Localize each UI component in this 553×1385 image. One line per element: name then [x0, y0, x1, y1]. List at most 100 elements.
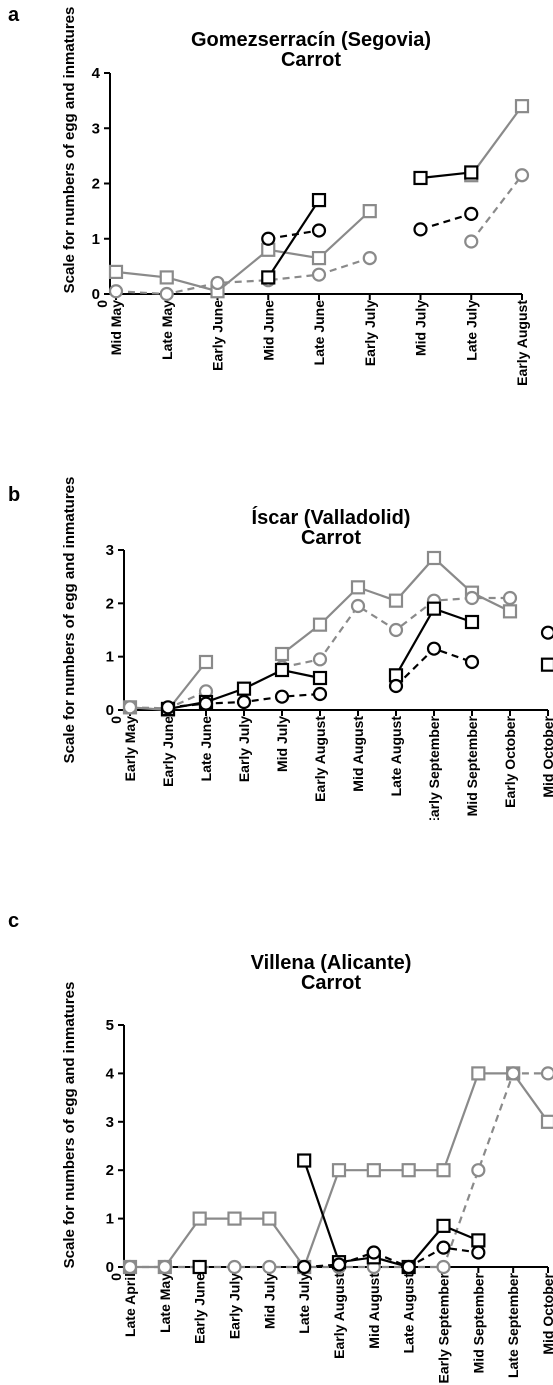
panel-label: a [8, 4, 20, 26]
chart-c: Villena (Alicante)Carrot Scale for number… [61, 952, 553, 1384]
y-tick-label: 2 [106, 595, 114, 612]
x-tick-label: Mid August [350, 716, 366, 792]
square-point [350, 580, 366, 595]
square-point [464, 614, 480, 630]
circle-point [198, 696, 214, 711]
x-tick-label: Early July [227, 1273, 243, 1339]
series-line [267, 199, 320, 279]
circle-point [312, 686, 328, 702]
circle-point [362, 250, 377, 266]
square-point [413, 170, 428, 186]
x-tick-label: Early May [122, 716, 138, 782]
x-tick-label: Early July [236, 716, 252, 782]
x-tick-label: Mid October [540, 1272, 553, 1354]
circle-point [471, 1245, 486, 1260]
circle-point [311, 223, 327, 238]
series-line [470, 105, 523, 176]
y-tick-label: 2 [92, 176, 100, 193]
square-point [401, 1163, 416, 1178]
series-2 [261, 165, 479, 285]
circle-point [464, 234, 479, 249]
square-point [192, 1211, 207, 1226]
chart-subtitle: Carrot [301, 972, 361, 994]
square-point [366, 1163, 381, 1178]
chart-subtitle: Carrot [301, 527, 361, 549]
x-tick-label: Early June [210, 300, 226, 371]
circle-point [388, 622, 404, 638]
y-axis-label: Scale for numbers of egg and inmatures [61, 7, 78, 294]
series-line [115, 210, 371, 293]
x-tick-label: Late May [157, 1273, 173, 1333]
panel-b: b Íscar (Valladolid) Carrot Scale for numb… [0, 470, 553, 820]
y-tick-label: 4 [92, 65, 101, 82]
circle-point [436, 1259, 451, 1275]
circle-point [236, 694, 252, 710]
x-tick-label: Mid July [274, 716, 290, 772]
circle-point [464, 654, 480, 670]
square-point [261, 270, 276, 285]
circle-point [122, 700, 138, 715]
x-tick-label: Early August [514, 300, 530, 386]
series-3 [261, 206, 479, 246]
square-point [426, 550, 442, 566]
x-tick-label: Early June [192, 1273, 208, 1344]
series-2 [160, 601, 553, 717]
square-point [236, 681, 252, 696]
y-tick-label: 4 [106, 1065, 115, 1082]
series-2 [192, 1153, 486, 1275]
square-point [362, 204, 377, 219]
circle-point [350, 598, 366, 614]
circle-point [312, 652, 328, 667]
y-tick-label: 3 [92, 120, 100, 137]
x-tick-label: Mid July [261, 1273, 277, 1329]
chart-title: Gomezserracín (Segovia) [191, 29, 431, 51]
y-tick-label: 3 [106, 542, 114, 559]
series-line [268, 229, 320, 240]
square-point [502, 604, 518, 619]
circle-point [426, 641, 442, 656]
circle-point [366, 1245, 381, 1260]
square-point [471, 1233, 486, 1248]
chart-title: Íscar (Valladolid) [252, 506, 411, 529]
series-line [470, 174, 523, 243]
square-point [464, 165, 479, 180]
circle-point [274, 689, 290, 704]
x-tick-label: Early October [502, 715, 518, 807]
circle-point [160, 700, 176, 715]
y-tick-label: 3 [106, 1114, 114, 1131]
circle-point [471, 1163, 486, 1178]
x-tick-label: Late September [505, 1272, 521, 1378]
square-point [331, 1163, 347, 1178]
x-origin-label: 0 [108, 716, 124, 724]
y-tick-label: 1 [106, 1211, 114, 1228]
panel-label: b [8, 484, 21, 506]
y-tick-label: 2 [106, 1162, 114, 1179]
square-point [297, 1153, 312, 1168]
circle-point [388, 678, 404, 694]
circle-point [540, 625, 553, 640]
circle-point [413, 222, 428, 237]
series-3 [297, 1240, 486, 1275]
x-tick-label: Late August [401, 1273, 417, 1354]
series-line [115, 257, 371, 296]
circle-point [108, 284, 124, 299]
circle-point [159, 286, 174, 302]
circle-point [261, 231, 276, 246]
chart-b: Íscar (Valladolid)Carrot Scale for number… [61, 477, 553, 820]
square-point [198, 654, 214, 670]
x-tick-label: Mid September [464, 715, 480, 816]
y-tick-label: 0 [106, 702, 114, 719]
x-tick-label: Early August [312, 716, 328, 802]
y-axis-label: Scale for numbers of egg and inmatures [61, 982, 78, 1269]
panel-label: c [8, 910, 20, 932]
circle-point [514, 168, 530, 183]
circle-point [401, 1259, 416, 1275]
series-1 [108, 168, 530, 302]
circle-point [506, 1066, 521, 1081]
square-point [436, 1163, 451, 1178]
y-tick-label: 1 [92, 231, 100, 248]
y-tick-label: 0 [92, 286, 100, 303]
square-point [312, 617, 328, 632]
square-point [540, 657, 553, 672]
x-tick-label: Early September [436, 1272, 452, 1383]
